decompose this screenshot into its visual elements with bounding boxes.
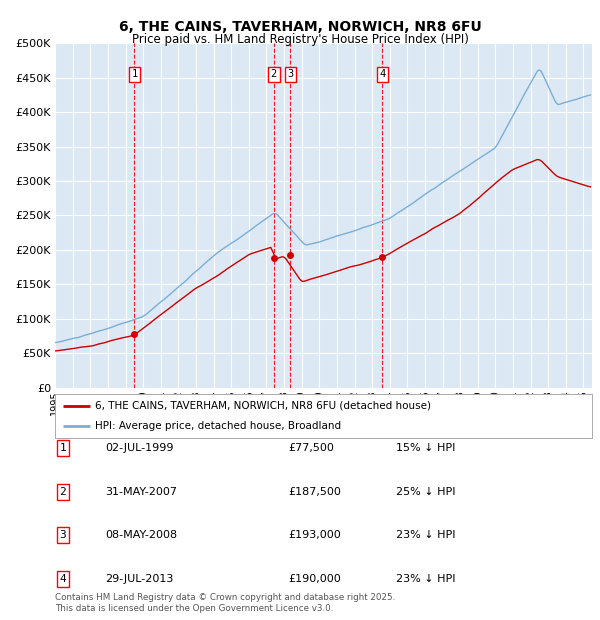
Text: 6, THE CAINS, TAVERHAM, NORWICH, NR8 6FU (detached house): 6, THE CAINS, TAVERHAM, NORWICH, NR8 6FU… <box>95 401 431 411</box>
Text: £193,000: £193,000 <box>288 530 341 540</box>
Text: £187,500: £187,500 <box>288 487 341 497</box>
Text: 1: 1 <box>59 443 67 453</box>
Text: 31-MAY-2007: 31-MAY-2007 <box>105 487 177 497</box>
Text: 1: 1 <box>131 69 137 79</box>
Text: £77,500: £77,500 <box>288 443 334 453</box>
Text: 6, THE CAINS, TAVERHAM, NORWICH, NR8 6FU: 6, THE CAINS, TAVERHAM, NORWICH, NR8 6FU <box>119 20 481 34</box>
Text: 23% ↓ HPI: 23% ↓ HPI <box>396 574 455 584</box>
Text: 2: 2 <box>59 487 67 497</box>
Text: HPI: Average price, detached house, Broadland: HPI: Average price, detached house, Broa… <box>95 421 341 432</box>
Text: 2: 2 <box>271 69 277 79</box>
Text: 23% ↓ HPI: 23% ↓ HPI <box>396 530 455 540</box>
Text: £190,000: £190,000 <box>288 574 341 584</box>
Text: 4: 4 <box>59 574 67 584</box>
Text: Price paid vs. HM Land Registry's House Price Index (HPI): Price paid vs. HM Land Registry's House … <box>131 33 469 46</box>
Text: Contains HM Land Registry data © Crown copyright and database right 2025.
This d: Contains HM Land Registry data © Crown c… <box>55 593 395 613</box>
Text: 3: 3 <box>59 530 67 540</box>
Text: 15% ↓ HPI: 15% ↓ HPI <box>396 443 455 453</box>
Text: 4: 4 <box>379 69 385 79</box>
Text: 3: 3 <box>287 69 293 79</box>
Text: 02-JUL-1999: 02-JUL-1999 <box>105 443 173 453</box>
Text: 08-MAY-2008: 08-MAY-2008 <box>105 530 177 540</box>
Text: 25% ↓ HPI: 25% ↓ HPI <box>396 487 455 497</box>
Text: 29-JUL-2013: 29-JUL-2013 <box>105 574 173 584</box>
